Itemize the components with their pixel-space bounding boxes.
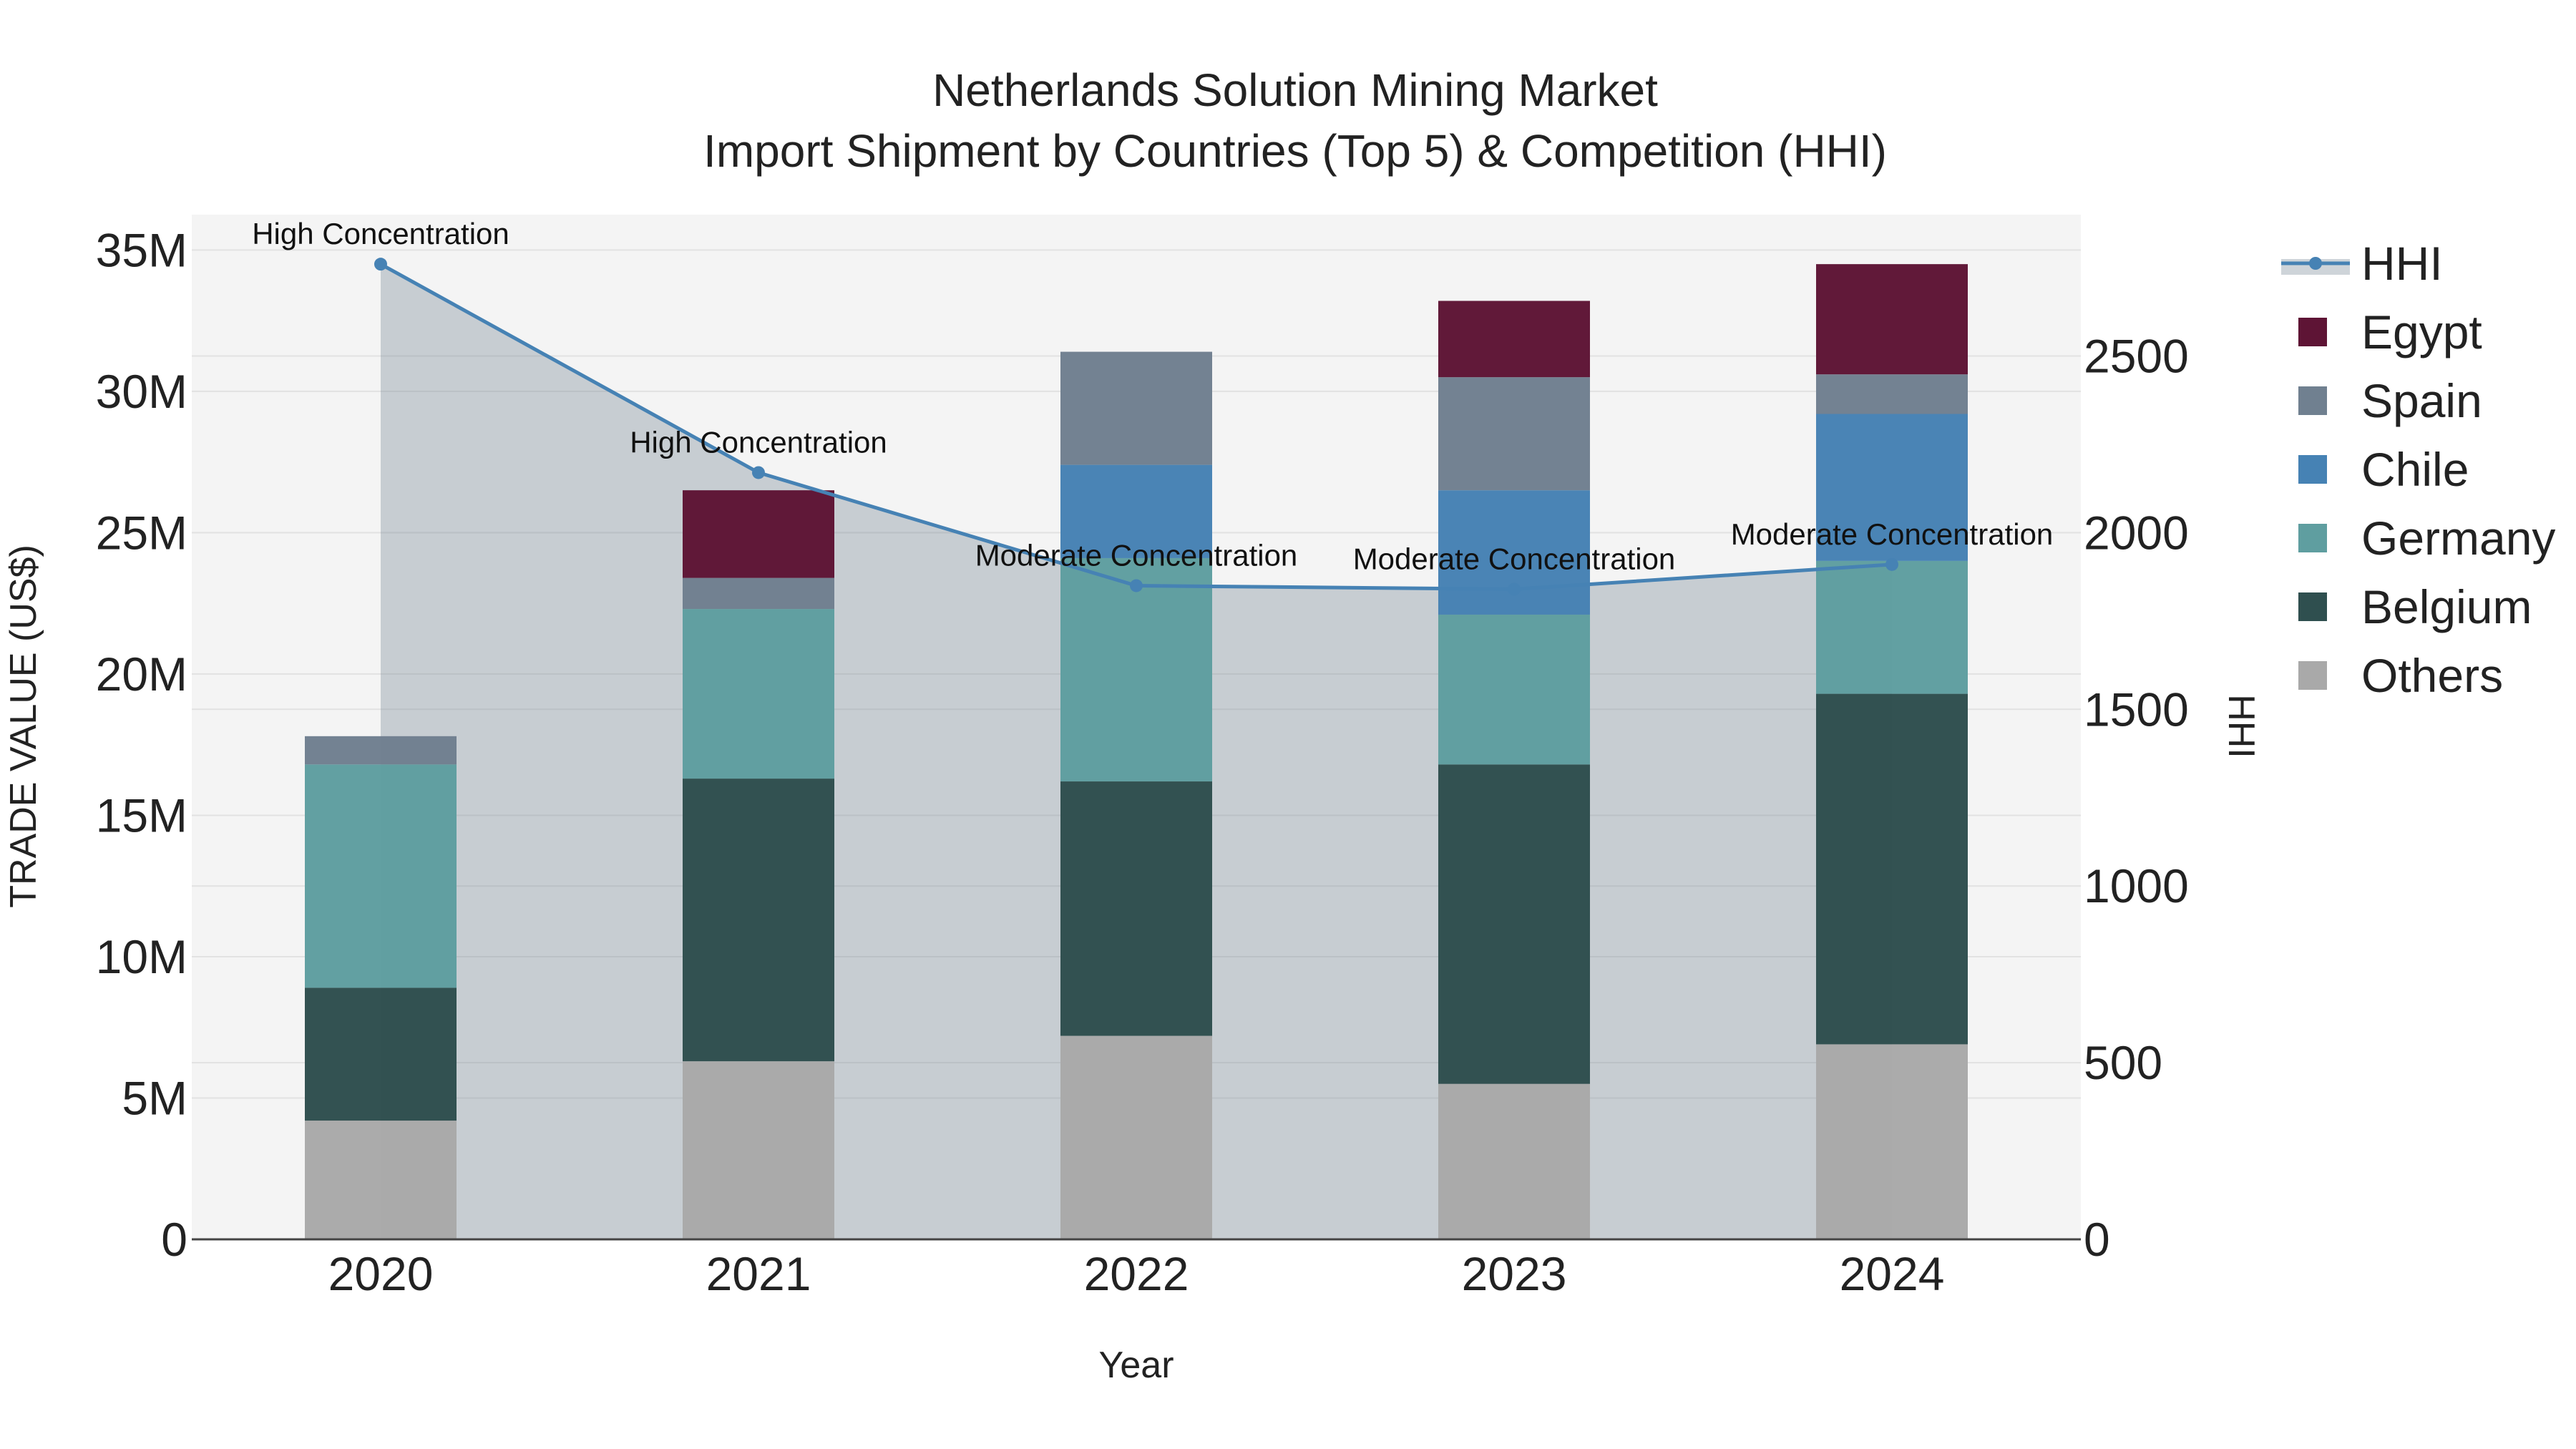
x-tick-label: 2023 <box>1462 1247 1567 1300</box>
legend-swatch-others <box>2298 661 2327 690</box>
y-axis-ticks: 0 5M 10M 15M 20M 25M 30M 35M <box>96 223 187 1266</box>
legend-swatch-hhi-marker <box>2309 257 2322 270</box>
bar-others-2024 <box>1816 1044 1968 1239</box>
bar-germany-2021 <box>683 609 834 779</box>
bar-germany-2020 <box>305 764 457 988</box>
legend-swatch-chile <box>2298 455 2327 484</box>
chart-subtitle: Import Shipment by Countries (Top 5) & C… <box>703 125 1887 177</box>
x-axis-ticks: 2020 2021 2022 2023 2024 <box>328 1247 1945 1300</box>
y-tick-label: 30M <box>96 365 187 418</box>
bar-others-2020 <box>305 1121 457 1239</box>
y-tick-label: 0 <box>161 1213 187 1266</box>
bar-others-2022 <box>1060 1035 1212 1239</box>
hhi-annotation: Moderate Concentration <box>1353 542 1676 575</box>
bar-spain-2024 <box>1816 374 1968 414</box>
legend: HHI Egypt Spain Chile Germany Belgium Others <box>2281 237 2555 702</box>
bar-egypt-2023 <box>1438 301 1590 378</box>
hhi-line-layer <box>374 258 1898 596</box>
y-tick-label: 25M <box>96 506 187 559</box>
bars-layer <box>305 264 1968 1239</box>
bar-others-2021 <box>683 1061 834 1239</box>
y2-axis-title: HHI <box>2220 694 2262 758</box>
bar-belgium-2022 <box>1060 781 1212 1036</box>
y-axis-title: TRADE VALUE (US$) <box>3 545 44 908</box>
legend-swatch-germany <box>2298 524 2327 552</box>
hhi-annotation: High Concentration <box>630 425 887 459</box>
bar-belgium-2020 <box>305 987 457 1121</box>
y-tick-label: 10M <box>96 930 187 983</box>
bar-egypt-2024 <box>1816 264 1968 375</box>
y2-tick-label: 1000 <box>2084 859 2189 912</box>
legend-label-spain: Spain <box>2361 374 2482 427</box>
bar-others-2023 <box>1438 1083 1590 1239</box>
bar-egypt-2021 <box>683 490 834 578</box>
bar-chile-2022 <box>1060 464 1212 558</box>
y-tick-label: 35M <box>96 223 187 276</box>
hhi-point-2022 <box>1130 579 1143 592</box>
legend-label-belgium: Belgium <box>2361 580 2532 633</box>
bar-belgium-2024 <box>1816 693 1968 1045</box>
hhi-annotation: High Concentration <box>252 217 509 250</box>
legend-swatch-belgium <box>2298 592 2327 621</box>
x-tick-label: 2022 <box>1084 1247 1189 1300</box>
y-tick-label: 20M <box>96 648 187 701</box>
y-tick-label: 5M <box>122 1071 187 1124</box>
hhi-annotation: Moderate Concentration <box>1731 517 2054 551</box>
legend-label-egypt: Egypt <box>2361 306 2482 358</box>
bar-belgium-2021 <box>683 779 834 1062</box>
legend-label-germany: Germany <box>2361 512 2555 565</box>
hhi-annotation: Moderate Concentration <box>975 538 1298 572</box>
y2-tick-label: 1500 <box>2084 683 2189 736</box>
legend-swatch-spain <box>2298 386 2327 415</box>
y2-tick-label: 2000 <box>2084 506 2189 559</box>
x-tick-label: 2024 <box>1840 1247 1945 1300</box>
x-axis-title: Year <box>1098 1345 1174 1386</box>
hhi-point-2020 <box>374 258 387 271</box>
annotations-layer: High Concentration High Concentration Mode… <box>252 217 2053 575</box>
chart-title: Netherlands Solution Mining Market <box>932 64 1658 116</box>
hhi-point-2021 <box>752 466 765 479</box>
y2-tick-label: 0 <box>2084 1213 2110 1266</box>
hhi-point-2023 <box>1508 582 1521 596</box>
bar-germany-2022 <box>1060 557 1212 782</box>
bar-spain-2022 <box>1060 351 1212 465</box>
x-tick-label: 2020 <box>328 1247 434 1300</box>
y2-tick-label: 500 <box>2084 1036 2162 1089</box>
bar-chile-2024 <box>1816 414 1968 561</box>
bar-spain-2023 <box>1438 377 1590 491</box>
bar-germany-2024 <box>1816 560 1968 694</box>
legend-label-hhi: HHI <box>2361 237 2443 290</box>
bar-spain-2021 <box>683 577 834 610</box>
y2-axis-ticks: 0 500 1000 1500 2000 2500 <box>2084 330 2189 1266</box>
hhi-point-2024 <box>1885 557 1898 571</box>
bar-germany-2023 <box>1438 614 1590 765</box>
bar-spain-2020 <box>305 736 457 765</box>
legend-label-others: Others <box>2361 649 2503 702</box>
legend-label-chile: Chile <box>2361 443 2469 496</box>
y2-tick-label: 2500 <box>2084 330 2189 383</box>
y-tick-label: 15M <box>96 789 187 841</box>
x-tick-label: 2021 <box>706 1247 811 1300</box>
bar-belgium-2023 <box>1438 764 1590 1084</box>
legend-swatch-egypt <box>2298 318 2327 346</box>
